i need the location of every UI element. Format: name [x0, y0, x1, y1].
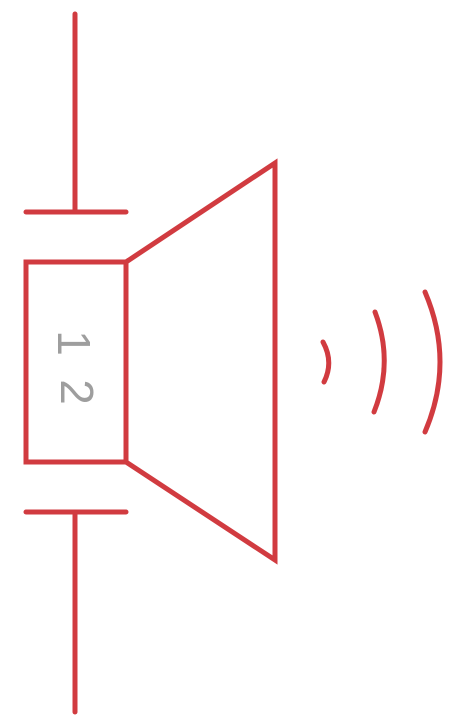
- pin-label-1: 1: [48, 330, 100, 356]
- sound-wave-small-icon: [320, 339, 332, 385]
- speaker-body-box: [23, 259, 129, 465]
- sound-wave-large-icon: [422, 289, 443, 435]
- sound-wave-medium-icon: [371, 309, 387, 415]
- speaker-cone: [123, 158, 278, 565]
- pin-label-2: 2: [51, 379, 103, 405]
